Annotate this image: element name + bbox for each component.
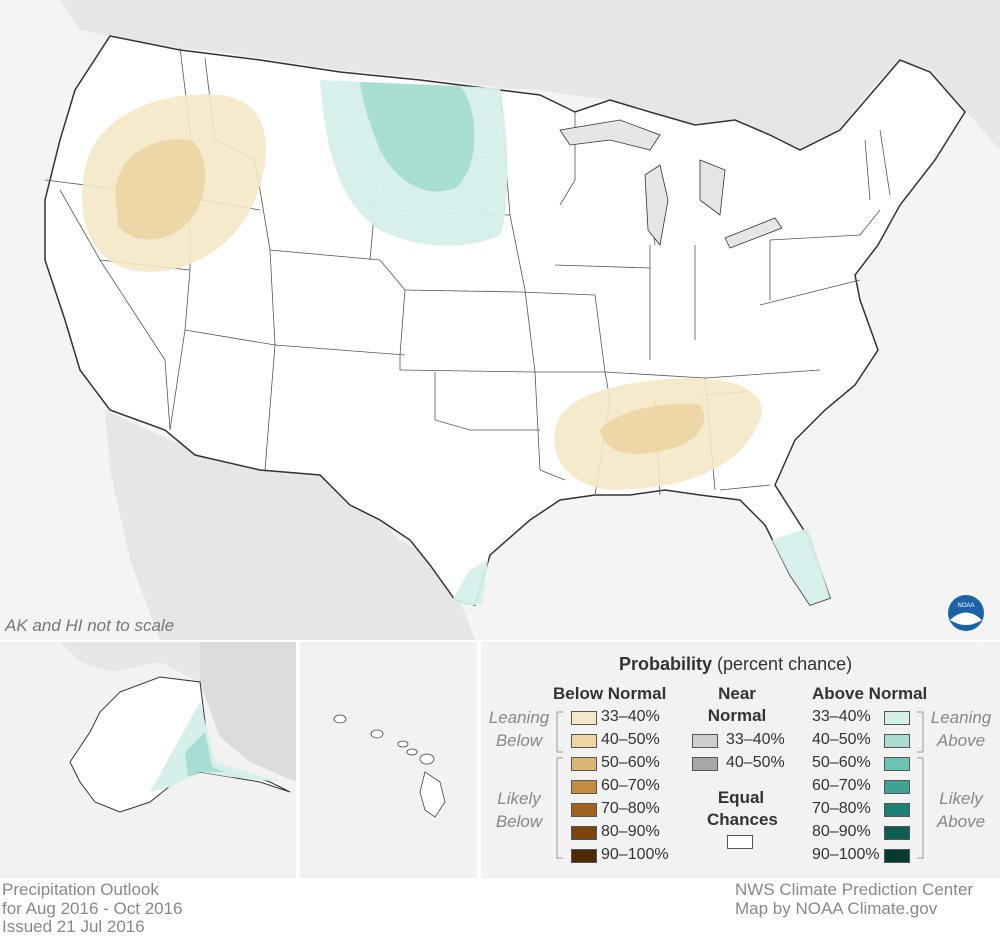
below-normal-item-label: 80–90% [601,823,660,840]
above-normal-heading: Above Normal [812,684,928,703]
above-normal-item-swatch [884,826,910,840]
below-brackets [556,711,563,859]
footer-issued: Issued 21 Jul 2016 [2,917,145,936]
below-normal-se-40-50 [600,403,705,454]
above-normal-item-swatch [884,780,910,794]
scale-note: AK and HI not to scale [5,616,175,635]
near-normal-heading-line2: Normal [707,706,767,725]
mexico-land [105,410,475,640]
above-normal-n-plains-40-50 [360,82,475,192]
below-normal-item-swatch [571,803,597,817]
lake-michigan [644,164,669,246]
likely-below-line2: Below [495,812,543,831]
alaska-above-33-40 [150,702,280,792]
alaska-above-40-50 [185,732,225,777]
legend-title-normal: (percent chance) [717,654,853,674]
footer-right: NWS Climate Prediction Center Map by NOA… [735,880,974,918]
hawaii-map-svg [333,714,446,818]
above-normal-item-label: 33–40% [812,708,871,725]
above-normal-item-label: 80–90% [812,823,871,840]
above-normal-item-swatch [884,734,910,748]
likely-above-line1: Likely [939,789,983,808]
near-normal-heading: Near Normal [707,685,767,724]
equal-chances-line2: Chances [707,810,778,829]
below-normal-item-label: 50–60% [601,754,660,771]
leaning-below-line1: Leaning [488,708,550,727]
equal-chances-heading: Equal Chances [707,788,778,829]
likely-above-line2: Above [936,812,986,831]
legend-title-bold: Probability [619,654,713,674]
above-normal-s-texas-33-40 [452,560,488,605]
noaa-logo-text: NOAA [957,603,974,609]
leaning-below-line2: Below [495,731,543,750]
leaning-above-line1: Leaning [930,708,992,727]
hawaii-panel [300,642,477,878]
above-normal-florida-33-40 [772,528,830,605]
likely-below-label: Likely Below [487,790,551,830]
leaning-below-label: Leaning Below [487,709,551,749]
above-normal-item-label: 40–50% [812,731,871,748]
above-brackets [917,711,924,859]
alaska-map-svg [0,642,296,878]
below-normal-item-label: 40–50% [601,731,660,748]
near-normal-item-swatch [692,734,718,748]
below-normal-nw-40-50 [115,139,205,240]
likely-below-line1: Likely [497,789,541,808]
above-normal-item-swatch [884,849,910,863]
below-normal-item-swatch [571,826,597,840]
footer-credit-cpc: NWS Climate Prediction Center [735,880,974,899]
lake-erie [724,217,783,249]
above-normal-item-label: 90–100% [812,846,880,863]
near-normal-heading-line1: Near [718,684,756,703]
legend: Probability (percent chance) Below Norma… [481,642,1000,878]
lake-superior [559,119,661,151]
above-normal-item-label: 60–70% [812,777,871,794]
below-normal-item-swatch [571,780,597,794]
conus-map-svg: NOAA [0,0,1000,640]
below-normal-item-swatch [571,849,597,863]
above-normal-item-swatch [884,757,910,771]
below-normal-item-swatch [571,711,597,725]
alaska-panel [0,642,296,878]
equal-chances-line1: Equal [717,788,765,807]
conus-map: NOAA AK and HI not to scale [0,0,1000,640]
likely-above-label: Likely Above [925,790,997,830]
footer-title: Precipitation Outlook [2,880,159,899]
hawaii-islands [333,714,446,818]
below-normal-item-swatch [571,734,597,748]
leaning-above-line2: Above [936,731,986,750]
footer-left: Precipitation Outlook for Aug 2016 - Oct… [2,880,183,937]
above-normal-item-swatch [884,803,910,817]
below-normal-item-label: 70–80% [601,800,660,817]
near-normal-item-label: 40–50% [726,754,785,771]
footer-period: for Aug 2016 - Oct 2016 [2,898,183,918]
canada-land [60,0,1000,150]
noaa-logo: NOAA [948,595,984,631]
above-normal-item-swatch [884,711,910,725]
below-normal-item-label: 33–40% [601,708,660,725]
near-normal-item-swatch [692,757,718,771]
lake-huron [699,159,726,216]
below-normal-item-swatch [571,757,597,771]
canada-yukon [200,642,296,782]
below-normal-item-label: 60–70% [601,777,660,794]
near-normal-item-label: 33–40% [726,731,785,748]
above-normal-item-label: 50–60% [812,754,871,771]
equal-chances-swatch [727,835,753,849]
below-normal-heading: Below Normal [553,684,667,703]
legend-title: Probability (percent chance) [619,655,852,673]
above-normal-item-label: 70–80% [812,800,871,817]
below-normal-item-label: 90–100% [601,846,669,863]
leaning-above-label: Leaning Above [925,709,997,749]
footer-credit-map: Map by NOAA Climate.gov [735,898,938,918]
